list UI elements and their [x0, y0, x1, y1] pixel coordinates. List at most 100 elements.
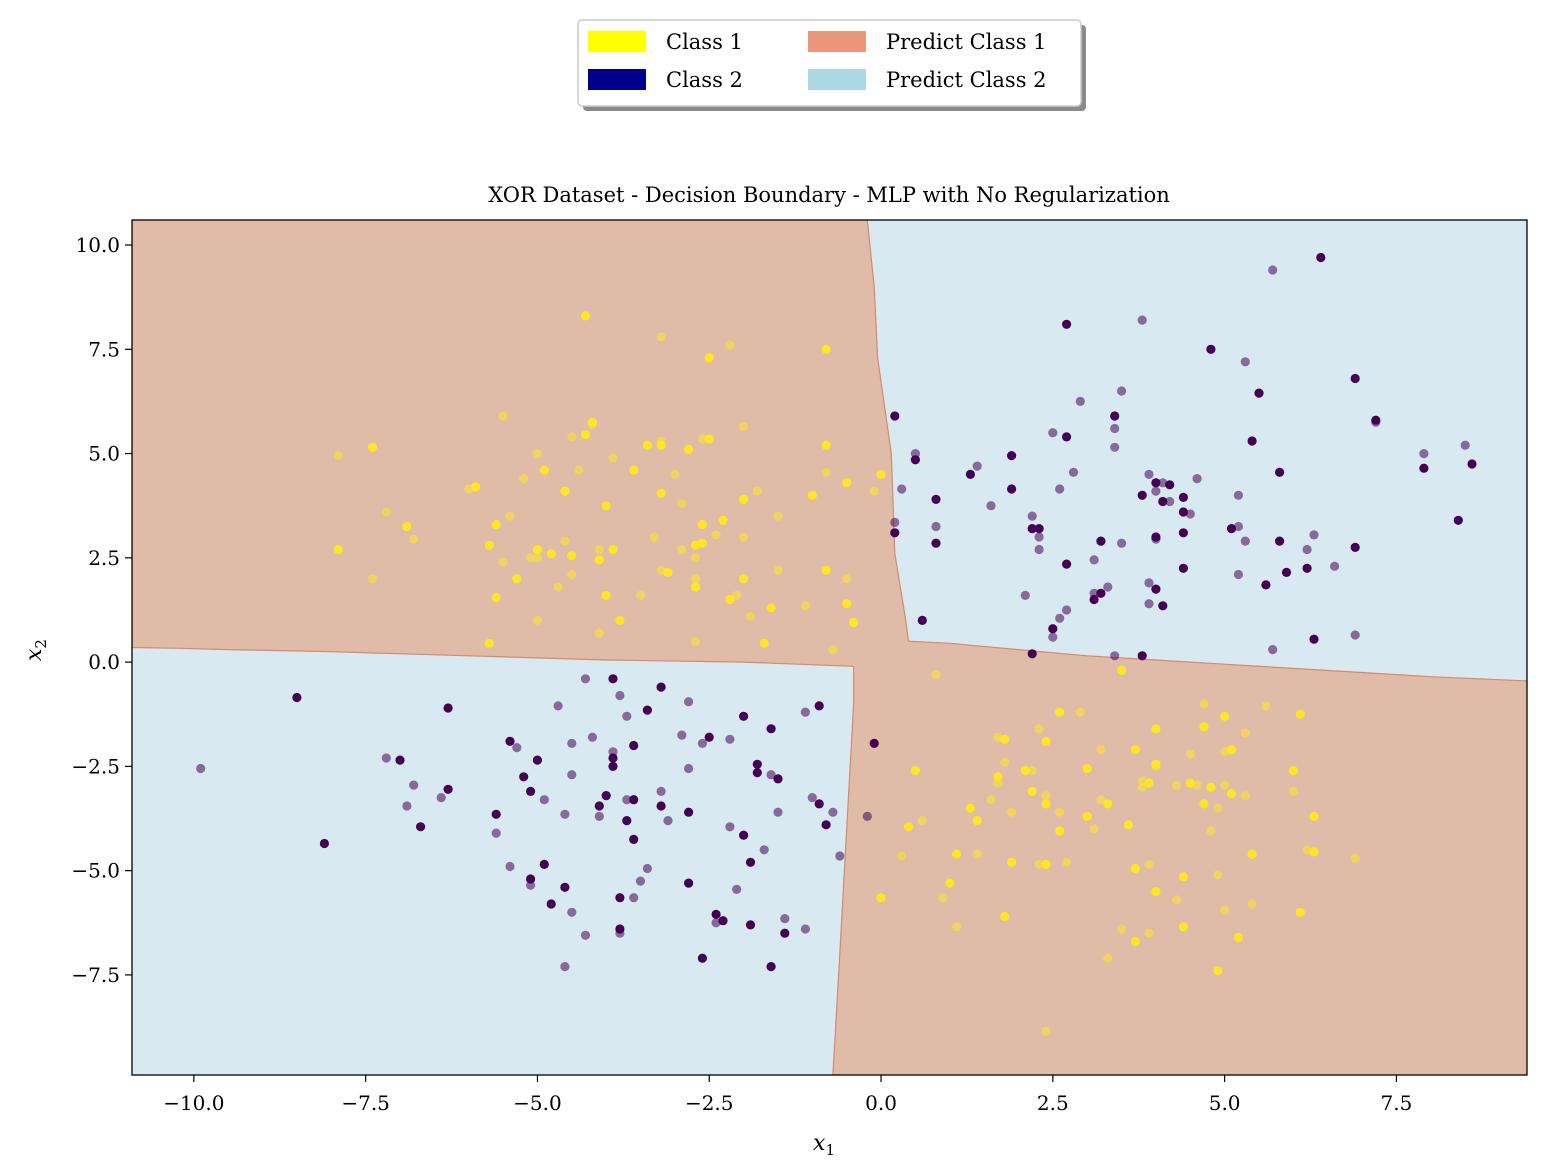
class-2-point	[1240, 357, 1250, 367]
legend-label-predict-class-1: Predict Class 1	[886, 30, 1047, 54]
class-2-point	[821, 820, 831, 830]
class-1-point	[471, 482, 481, 492]
class-2-point	[1096, 588, 1106, 598]
class-2-point	[1233, 569, 1243, 580]
class-1-point	[1199, 722, 1209, 732]
class-1-point	[1055, 707, 1065, 717]
class-2-point	[800, 924, 811, 934]
class-2-point	[622, 816, 632, 826]
class-1-point	[1027, 765, 1037, 776]
class-2-point	[1062, 559, 1072, 569]
class-2-point	[780, 914, 790, 924]
class-2-point	[1110, 651, 1120, 661]
class-1-point	[718, 515, 728, 525]
class-1-point	[1096, 795, 1106, 805]
class-2-point	[711, 909, 721, 920]
class-2-point	[745, 920, 756, 930]
class-1-point	[1247, 899, 1257, 909]
class-1-point	[1220, 905, 1230, 915]
class-2-point	[567, 770, 577, 780]
class-1-point	[594, 628, 604, 638]
class-1-point	[594, 555, 604, 565]
class-1-point	[972, 816, 982, 826]
class-2-point	[1062, 605, 1072, 615]
class-1-point	[917, 816, 927, 826]
class-2-point	[1144, 599, 1154, 609]
class-1-point	[1123, 820, 1133, 830]
class-1-point	[1041, 736, 1051, 746]
class-1-point	[1295, 709, 1305, 719]
x-tick-label: −5.0	[513, 1091, 562, 1115]
class-2-point	[567, 738, 577, 749]
class-2-point	[1027, 649, 1037, 659]
class-1-point	[697, 538, 708, 548]
class-1-point	[1220, 780, 1230, 790]
y-tick-label: 7.5	[88, 337, 120, 361]
class-1-point	[1199, 799, 1209, 809]
class-2-point	[1137, 315, 1147, 325]
class-1-point	[842, 478, 852, 488]
class-2-point	[1110, 423, 1120, 434]
class-2-point	[1419, 449, 1429, 459]
class-1-point	[656, 565, 666, 575]
class-2-point	[580, 930, 591, 940]
class-1-point	[656, 332, 666, 342]
class-2-point	[1316, 252, 1326, 263]
class-1-point	[580, 430, 591, 440]
class-2-point	[1089, 594, 1099, 605]
class-2-point	[828, 807, 838, 817]
legend-swatch-class-2	[588, 69, 646, 90]
class-2-point	[917, 615, 927, 626]
class-1-point	[1000, 734, 1010, 744]
class-1-point	[1117, 665, 1127, 676]
class-2-point	[1048, 624, 1058, 634]
class-2-point	[491, 828, 501, 838]
x-tick-label: −7.5	[341, 1091, 390, 1115]
class-1-point	[1007, 807, 1017, 817]
class-2-point	[745, 857, 756, 867]
class-1-point	[1034, 859, 1044, 870]
class-2-point	[1137, 651, 1147, 661]
class-2-point	[1158, 478, 1168, 488]
legend-swatch-class-1	[588, 31, 646, 52]
class-1-point	[560, 486, 570, 496]
predict-class-1-region-top-left	[132, 220, 909, 667]
class-2-point	[635, 876, 646, 886]
class-2-point	[526, 786, 536, 797]
class-1-point	[938, 893, 948, 903]
class-2-point	[684, 807, 694, 817]
class-1-point	[1288, 786, 1298, 797]
x-tick-label: 7.5	[1381, 1091, 1413, 1115]
y-tick-label: −7.5	[71, 963, 120, 987]
class-1-point	[1206, 782, 1216, 792]
class-1-point	[567, 569, 577, 580]
class-2-point	[1178, 563, 1188, 573]
class-2-point	[835, 851, 845, 861]
class-1-point	[910, 765, 921, 776]
class-1-point	[697, 434, 708, 444]
class-2-point	[505, 736, 515, 746]
class-1-point	[739, 421, 749, 432]
class-2-point	[739, 711, 749, 721]
y-tick-label: 10.0	[75, 233, 120, 257]
class-2-point	[512, 743, 522, 753]
class-2-point	[766, 770, 776, 780]
class-2-point	[890, 517, 900, 528]
class-2-point	[587, 732, 598, 742]
class-2-point	[1151, 534, 1161, 544]
class-2-point	[1151, 584, 1161, 594]
class-2-point	[807, 793, 817, 803]
x-axis: −10.0 −7.5 −5.0 −2.5 0.0 2.5 5.0 7.5	[163, 1075, 1412, 1115]
class-2-point	[319, 838, 329, 849]
class-2-point	[1007, 451, 1017, 461]
class-2-point	[402, 801, 412, 811]
y-tick-label: −2.5	[71, 754, 120, 778]
class-1-point	[897, 851, 907, 861]
class-1-point	[491, 592, 501, 603]
class-2-point	[1302, 563, 1312, 573]
class-1-point	[739, 574, 749, 584]
class-2-point	[1117, 386, 1127, 396]
class-2-point	[1027, 524, 1037, 534]
class-1-point	[1117, 924, 1127, 934]
class-2-point	[615, 928, 625, 938]
